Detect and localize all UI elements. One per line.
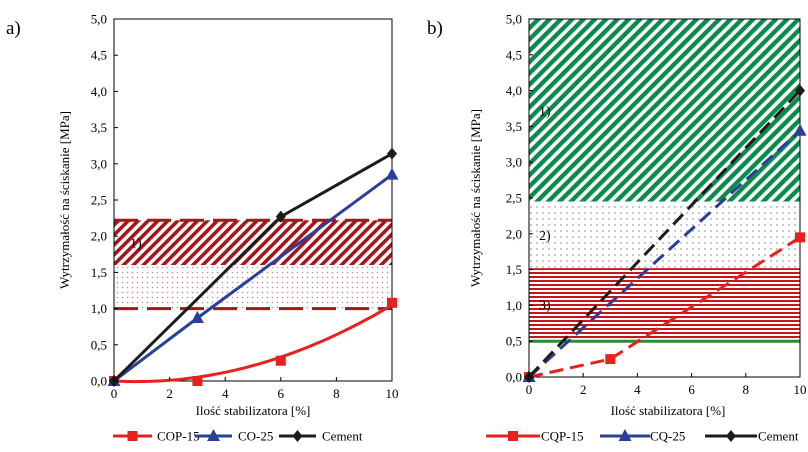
y-tick-label: 1,0: [91, 301, 107, 316]
y-tick-label: 5,0: [506, 12, 522, 27]
y-tick-label: 4,0: [506, 83, 522, 98]
y-axis-title-a: Wytrzymałość na ściskanie [MPa]: [57, 111, 72, 289]
legend-marker-cement: [292, 430, 303, 442]
legend-marker-cop-15: [127, 431, 138, 441]
y-tick-label: 3,5: [506, 119, 522, 134]
series-line-cq-25: [527, 129, 802, 379]
data-point-cop-15-3: [387, 297, 397, 308]
y-tick-label: 1,5: [506, 262, 522, 277]
y-tick-label: 0,0: [91, 374, 107, 389]
zone-2: [114, 265, 392, 309]
legend-marker-co-25: [207, 429, 220, 441]
legend-label-cqp-15: CQP-15: [541, 429, 584, 444]
legend-label-cement: Cement: [758, 429, 799, 444]
y-tick-label: 4,5: [91, 48, 107, 63]
y-tick-label: 1,0: [506, 298, 522, 313]
y-tick-label: 4,0: [91, 84, 107, 99]
data-point-cop-15-2: [275, 355, 286, 366]
legend-label-cop-15: COP-15: [157, 429, 200, 444]
x-tick-label: 10: [386, 386, 399, 401]
x-axis-title-b: Ilość stabilizatora [%]: [611, 403, 726, 418]
data-point-cement-2: [387, 147, 397, 160]
legend-label-cement: Cement: [322, 429, 363, 444]
data-point-cop-15-1: [192, 376, 203, 386]
legend-a: COP-15 CO-25 Cement: [113, 429, 363, 444]
panel-a-letter: a): [6, 18, 21, 39]
x-tick-label: 2: [580, 382, 587, 397]
y-tick-label: 3,0: [506, 155, 522, 170]
data-point-cement-1: [275, 210, 286, 223]
data-point-cement-1: [795, 84, 805, 97]
series-line-cqp-15: [528, 236, 801, 379]
legend-b: CQP-15 CQ-25 Cement: [486, 429, 799, 444]
y-tick-label: 2,0: [91, 229, 107, 244]
data-point-cq-25-1: [793, 123, 807, 136]
panel-b: b) 1) 2) 3) 0,0 0,5 1,0 1,5 2,0 2,5 3,0 3,5 4,0 4,5…: [427, 12, 807, 444]
x-tick-label: 6: [278, 386, 285, 401]
y-tick-label: 2,5: [91, 193, 107, 208]
y-tick-label: 4,5: [506, 47, 522, 62]
x-tick-label: 0: [526, 382, 533, 397]
zone-label-3: 3): [539, 299, 551, 314]
x-tick-label: 6: [688, 382, 695, 397]
y-tick-label: 1,5: [91, 265, 107, 280]
zone-3: [529, 268, 800, 342]
y-tick-label: 2,5: [506, 191, 522, 206]
y-tick-label: 0,5: [506, 334, 522, 349]
y-tick-label: 5,0: [91, 12, 107, 27]
x-tick-label: 8: [333, 386, 340, 401]
y-tick-label: 0,0: [506, 370, 522, 385]
x-tick-label: 4: [634, 382, 641, 397]
panel-a: a) 1) 0,0 0,5 1,0 1,5 2,0 2,5 3,0 3,5 4,0 4,5 5,0 0…: [6, 12, 399, 444]
zone-1: [529, 19, 800, 202]
data-point-co-25-2: [385, 167, 399, 180]
y-tick-label: 3,5: [91, 120, 107, 135]
x-tick-label: 0: [111, 386, 118, 401]
legend-label-cq-25: CQ-25: [650, 429, 685, 444]
y-tick-label: 0,5: [91, 337, 107, 352]
y-tick-label: 2,0: [506, 226, 522, 241]
y-tick-label: 3,0: [91, 156, 107, 171]
zone-label-2: 2): [539, 229, 551, 244]
zone-label-1: 1): [539, 104, 551, 119]
legend-marker-cement: [726, 430, 736, 442]
series-line-cement: [527, 89, 802, 379]
panel-b-letter: b): [427, 18, 443, 39]
data-point-co-25-1: [190, 311, 204, 324]
legend-marker-cqp-15: [508, 431, 518, 441]
zone-label-1: 1): [130, 237, 142, 252]
x-axis-title-a: Ilość stabilizatora [%]: [196, 403, 311, 418]
series-line-cop-15: [113, 303, 393, 384]
data-point-cqp-15-2: [795, 232, 805, 243]
x-tick-label: 10: [794, 382, 807, 397]
data-point-cqp-15-1: [605, 354, 616, 365]
y-axis-title-b: Wytrzymałość na ściskanie [MPa]: [468, 109, 483, 287]
x-tick-label: 2: [166, 386, 173, 401]
x-tick-label: 4: [222, 386, 229, 401]
x-tick-label: 8: [743, 382, 750, 397]
legend-marker-cq-25: [618, 429, 632, 441]
legend-label-co-25: CO-25: [238, 429, 273, 444]
